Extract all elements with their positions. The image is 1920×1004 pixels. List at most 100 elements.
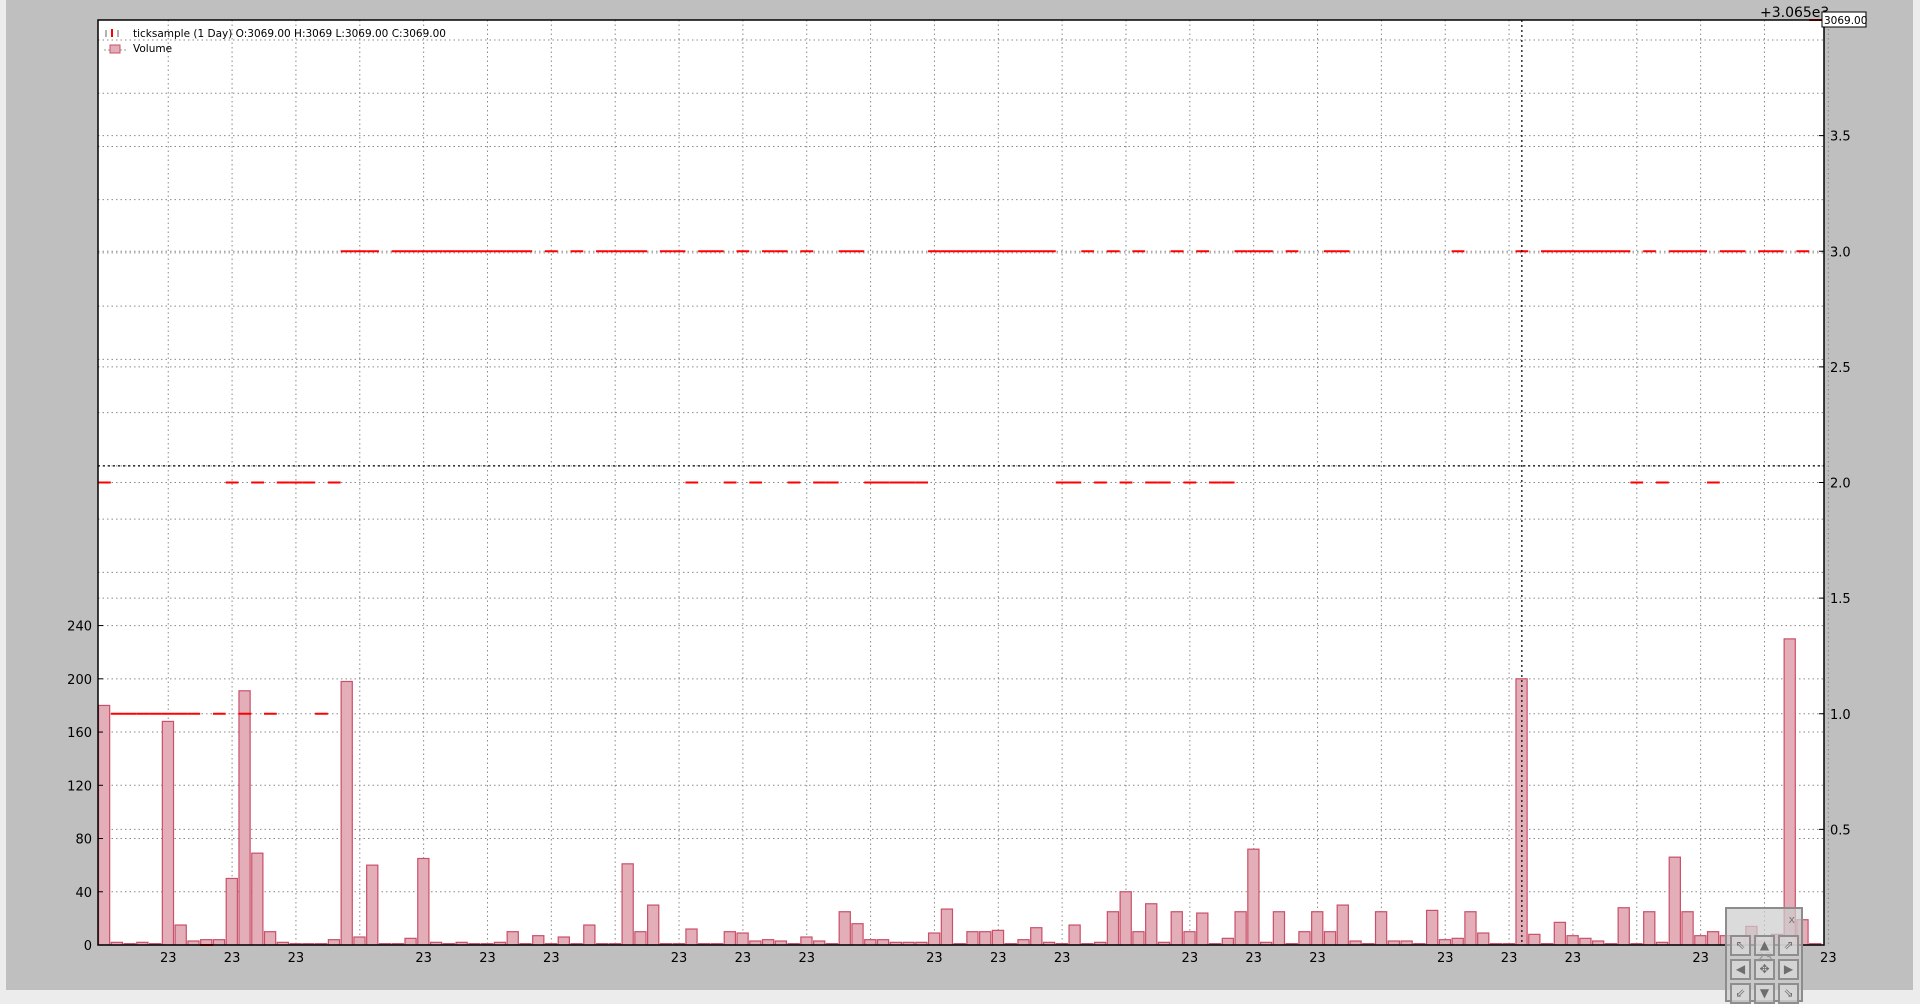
volume-bar: [366, 864, 379, 946]
volume-bar: [685, 928, 698, 946]
volume-bar: [1668, 856, 1681, 946]
nav-close-button[interactable]: x: [1788, 913, 1795, 926]
volume-bar: [838, 911, 851, 946]
x-tick-label: 23: [160, 951, 177, 966]
volume-bar: [212, 939, 226, 946]
volume-bar: [506, 931, 519, 946]
x-tick-label: 23: [1437, 951, 1454, 966]
volume-bar: [966, 931, 979, 946]
volume-bar: [1170, 911, 1183, 946]
volume-bar: [864, 939, 877, 946]
volume-bar: [1311, 911, 1324, 946]
pan-down-left-button[interactable]: ⇙: [1730, 983, 1751, 1004]
volume-bar: [1783, 638, 1796, 946]
volume-bar: [761, 939, 775, 946]
volume-bar: [1030, 927, 1043, 946]
x-tick-label: 23: [1309, 951, 1326, 966]
x-tick-label: 23: [990, 951, 1007, 966]
legend: ticksample (1 Day) O:3069.00 H:3069 L:30…: [104, 28, 446, 55]
volume-bar: [979, 931, 992, 946]
x-tick-label: 23: [479, 951, 496, 966]
volume-tick-label: 200: [67, 673, 92, 688]
volume-tick-label: 160: [67, 726, 92, 741]
volume-bar: [1336, 904, 1349, 946]
volume-bar: [621, 863, 634, 946]
volume-bar: [1706, 931, 1720, 946]
volume-bar: [927, 932, 941, 946]
volume-bar: [1017, 939, 1030, 946]
x-tick-label: 23: [288, 951, 305, 966]
volume-tick-label: 120: [67, 779, 92, 794]
pan-down-right-button[interactable]: ⇘: [1778, 983, 1799, 1004]
volume-bar: [353, 936, 366, 946]
x-tick-label: 23: [798, 951, 815, 966]
volume-bar: [417, 857, 430, 946]
volume-bar: [1132, 931, 1145, 946]
price-line: [98, 19, 1822, 946]
volume-bar: [1438, 939, 1452, 946]
price-legend-icon: [105, 29, 119, 37]
volume-bar: [327, 939, 341, 946]
volume-bar: [1234, 911, 1247, 946]
pan-up-right-button[interactable]: ⇗: [1778, 935, 1799, 956]
volume-bar: [1425, 909, 1439, 946]
volume-bar: [557, 936, 570, 946]
pan-up-button[interactable]: ▲: [1754, 935, 1775, 956]
volume-bar: [634, 931, 647, 946]
volume-tick-label: 240: [67, 620, 92, 635]
volume-bar: [1681, 911, 1694, 946]
x-tick-label: 23: [1565, 951, 1582, 966]
arrow-down-icon: ▼: [1759, 986, 1770, 1000]
price-tick-label: 1.0: [1830, 708, 1851, 723]
x-tick-label: 23: [671, 951, 688, 966]
pan-left-button[interactable]: ◀: [1730, 959, 1751, 980]
price-tick-label: 2.0: [1830, 477, 1851, 492]
move-icon: ✥: [1759, 962, 1770, 976]
pan-up-left-button[interactable]: ⇖: [1730, 935, 1751, 956]
x-tick-label: 23: [543, 951, 560, 966]
x-tick-label: 23: [735, 951, 752, 966]
arrow-down-left-icon: ⇙: [1735, 986, 1746, 1000]
price-axis-offset: +3.065e3: [1760, 5, 1829, 21]
pan-center-button[interactable]: ✥: [1754, 959, 1775, 980]
navigation-widget[interactable]: x ⇖ ▲ ⇗ ◀ ✥ ▶ ⇙ ▼ ⇘: [1725, 907, 1803, 1004]
volume-bar: [1528, 933, 1541, 946]
volume-bar: [1566, 935, 1579, 946]
price-legend-label: ticksample (1 Day) O:3069.00 H:3069 L:30…: [133, 28, 446, 40]
volume-bar: [1298, 931, 1311, 946]
volume-bar: [723, 931, 736, 946]
volume-bar: [1464, 911, 1477, 946]
price-tick-label: 0.5: [1830, 823, 1851, 838]
price-tick-label: 3.5: [1830, 130, 1851, 145]
volume-bar: [97, 704, 111, 946]
pan-down-button[interactable]: ▼: [1754, 983, 1775, 1004]
pan-right-button[interactable]: ▶: [1778, 959, 1799, 980]
price-tick-label: 3.0: [1830, 245, 1851, 260]
volume-bar: [251, 852, 264, 946]
volume-bar: [991, 929, 1005, 946]
volume-bar: [1553, 921, 1567, 946]
x-tick-label: 23: [415, 951, 432, 966]
arrow-down-right-icon: ⇘: [1783, 986, 1794, 1000]
arrow-up-left-icon: ⇖: [1735, 938, 1746, 952]
volume-bar: [1617, 907, 1630, 946]
arrow-up-right-icon: ⇗: [1783, 938, 1794, 952]
volume-bar: [340, 680, 353, 946]
volume-tick-label: 0: [84, 939, 92, 954]
volume-legend-icon: [104, 44, 126, 54]
volume-bar: [238, 690, 251, 946]
volume-bar: [1119, 891, 1132, 946]
x-tick-label: 23: [926, 951, 943, 966]
volume-bar: [532, 935, 545, 946]
volume-bar: [1477, 932, 1490, 946]
volume-bar: [1323, 931, 1337, 946]
crosshair: [98, 20, 1824, 945]
price-tick-label: 1.5: [1830, 592, 1851, 607]
x-tick-label: 23: [224, 951, 241, 966]
volume-bar: [876, 939, 890, 946]
volume-bar: [1643, 911, 1656, 946]
volume-bar: [1451, 937, 1464, 946]
x-tick-label: 23: [1054, 951, 1071, 966]
arrow-left-icon: ◀: [1735, 962, 1746, 976]
